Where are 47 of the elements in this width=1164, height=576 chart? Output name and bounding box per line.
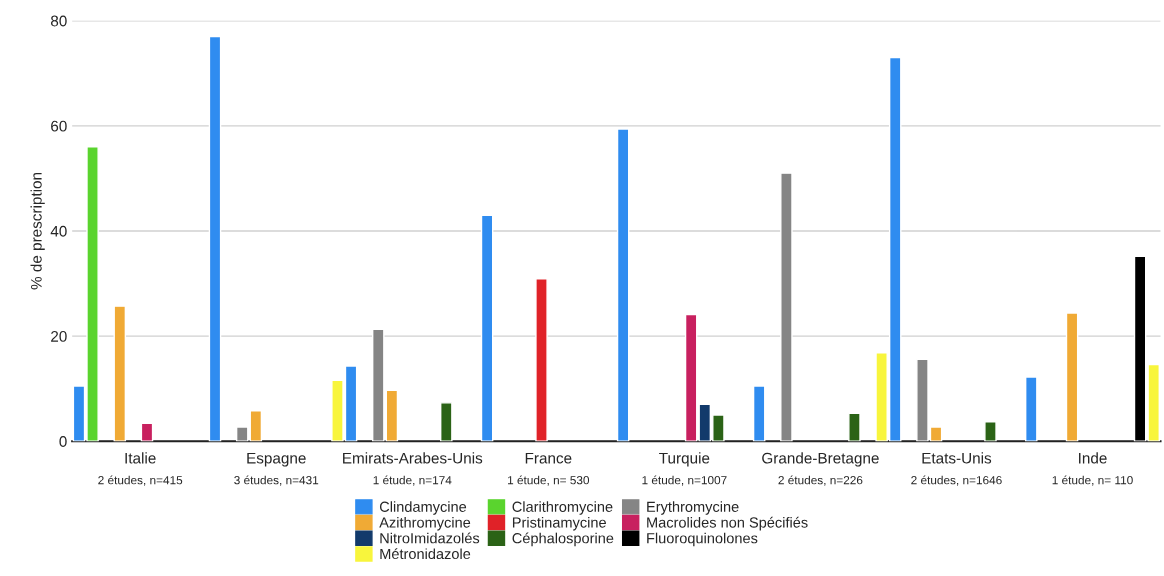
y-tick-label: 0 (59, 436, 67, 447)
text: 1 étude, n= 110 (1052, 475, 1133, 486)
x-tick-label: Turquie (659, 452, 710, 467)
y-tick-label: 80 (50, 15, 67, 27)
bar (235, 426, 249, 442)
bar (1065, 312, 1079, 442)
text: 2 études, n=1646 (911, 475, 1002, 486)
bar (208, 35, 222, 442)
legend-label: Clarithromycine (512, 501, 613, 515)
text: 2 études, n=415 (98, 475, 183, 486)
x-tick-label: Espagne (247, 452, 306, 467)
text: 3 études, n=431 (234, 475, 319, 486)
bar (984, 421, 997, 442)
x-tick-label: Etats-Unis (922, 452, 992, 464)
text: 1 étude, n= 530 (508, 475, 590, 486)
x-tick-label: Emirats-Arabes-Unis (343, 452, 483, 464)
bar (848, 412, 861, 442)
legend-label: Macrolides non Spécifiés (647, 516, 808, 531)
legend-label: Clindamycine (379, 501, 467, 515)
legend-label: Fluoroquinolones (647, 532, 758, 547)
x-tick-label: Italie (125, 452, 156, 464)
y-axis-title: % de prescription (30, 172, 45, 290)
text: 2 études, n=226 (778, 475, 863, 486)
x-tick-label: Grande-Bretagne (762, 452, 879, 467)
y-tick-label: 20 (51, 330, 67, 342)
x-tick-label: France (525, 452, 572, 464)
bar (480, 214, 494, 442)
y-tick-label: 40 (50, 225, 67, 237)
bar (616, 128, 630, 442)
legend-label: Azithromycine (379, 516, 471, 531)
bar (249, 410, 263, 442)
text: 1 étude, n=174 (373, 475, 452, 486)
bar (1024, 376, 1038, 442)
x-tick-label: Inde (1079, 452, 1107, 464)
bar (535, 278, 548, 442)
legend-label: NitroImidazolés (380, 532, 480, 544)
legend-label: Erythromycine (647, 501, 739, 515)
bar (780, 172, 793, 442)
legend-label: Métronidazole (380, 548, 471, 560)
bar (140, 422, 154, 442)
text: 1 étude, n=1007 (642, 475, 727, 486)
bar (440, 402, 453, 442)
bar (113, 305, 127, 442)
y-tick-label: 60 (51, 120, 67, 132)
bar (752, 385, 766, 442)
legend-label: Pristinamycine (512, 516, 606, 531)
legend-label: Céphalosporine (512, 532, 614, 547)
